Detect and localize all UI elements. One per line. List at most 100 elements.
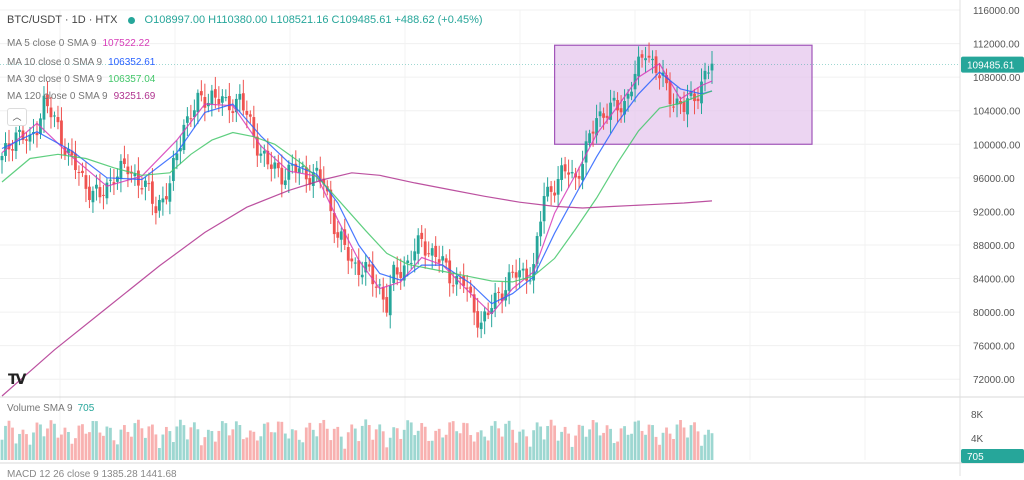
candle-body: [192, 110, 196, 118]
volume-bar: [493, 421, 497, 460]
candle-body: [651, 58, 654, 61]
volume-bar: [199, 445, 203, 460]
volume-bar: [143, 437, 147, 460]
collapse-legend-button[interactable]: ︿: [7, 108, 27, 126]
candle-body: [259, 153, 263, 156]
volume-bar: [619, 428, 623, 460]
candle-body: [518, 270, 522, 278]
price-tick-label: 80000.00: [973, 308, 1015, 319]
volume-bar: [49, 420, 53, 460]
candle-body: [248, 114, 252, 117]
candle-body: [116, 176, 119, 182]
volume-legend[interactable]: Volume SMA 9 705: [7, 403, 94, 414]
volume-bar: [535, 422, 539, 460]
candle-body: [388, 285, 392, 316]
candle-body: [102, 194, 105, 196]
candle-body: [395, 267, 399, 275]
tradingview-logo[interactable]: TV: [8, 372, 26, 388]
candle-body: [213, 89, 217, 98]
volume-bar: [14, 443, 18, 460]
volume-bar: [98, 432, 102, 460]
candle-body: [353, 262, 357, 264]
candle-body: [486, 312, 490, 316]
macd-legend[interactable]: MACD 12 26 close 9 1385.28 1441.68: [7, 469, 177, 480]
volume-bar: [185, 439, 189, 460]
volume-bar: [381, 431, 385, 460]
candle-body: [553, 192, 557, 196]
volume-bar: [595, 422, 598, 460]
volume-bar: [109, 427, 112, 460]
ma-legend-label: MA 10 close 0 SMA 9: [7, 57, 103, 68]
volume-tick-label: 4K: [971, 434, 984, 445]
volume-bar: [164, 426, 168, 460]
candle-body: [528, 280, 532, 282]
candle-body: [95, 184, 98, 189]
volume-bar: [679, 420, 682, 460]
price-axis: 116000.00 112000.00 108000.00 104000.00 1000…: [973, 6, 1021, 386]
volume-bar: [227, 435, 231, 460]
candle-body: [619, 108, 623, 113]
candle-body: [185, 116, 189, 123]
symbol-title[interactable]: BTC/USDT · 1D · HTX: [7, 14, 118, 26]
volume-bar: [119, 429, 123, 460]
volume-bar: [112, 440, 116, 460]
volume-bar: [458, 433, 462, 460]
volume-bar: [322, 419, 326, 460]
volume-bar: [25, 434, 28, 460]
volume-bar: [633, 421, 637, 460]
ma-legend-row[interactable]: MA 30 close 0 SMA 9 106357.04: [7, 74, 155, 85]
volume-bar: [161, 434, 165, 460]
candle-body: [381, 286, 385, 300]
volume-bar: [95, 421, 98, 460]
candle-body: [707, 72, 710, 74]
volume-bar: [630, 433, 633, 460]
volume-bar: [182, 425, 186, 460]
candle-body: [322, 178, 326, 185]
candle-body: [290, 164, 294, 166]
candle-body: [332, 212, 336, 235]
candle-body: [640, 54, 644, 58]
volume-bar: [486, 440, 490, 460]
volume-bar: [388, 437, 392, 460]
volume-bar: [171, 442, 175, 460]
volume-bar: [602, 432, 605, 460]
volume-bar: [434, 430, 438, 460]
candle-body: [301, 166, 305, 168]
volume-bar: [553, 425, 557, 460]
volume-bar: [28, 444, 32, 460]
candle-body: [539, 221, 543, 237]
candle-body: [164, 196, 168, 200]
ma-legend-row[interactable]: MA 5 close 0 SMA 9 107522.22: [7, 38, 150, 49]
candle-body: [189, 118, 193, 120]
candle-body: [241, 93, 245, 111]
volume-bar: [542, 439, 546, 460]
volume-bar: [126, 431, 130, 460]
candle-body: [0, 156, 4, 161]
candle-body: [161, 198, 165, 203]
volume-bar: [325, 428, 329, 460]
volume-bar: [584, 436, 588, 460]
volume-bar: [675, 424, 679, 460]
volume-bar: [626, 434, 630, 460]
candle-body: [283, 180, 287, 186]
volume-bar: [56, 437, 60, 460]
candle-body: [196, 92, 200, 113]
volume-bar: [574, 435, 577, 460]
price-tick-label: 112000.00: [973, 40, 1020, 51]
volume-bar: [252, 431, 256, 460]
candle-body: [339, 231, 343, 240]
ma-legend-label: MA 120 close 0 SMA 9: [7, 91, 108, 102]
candle-body: [364, 262, 368, 273]
volume-bar: [616, 441, 619, 460]
volume-bar: [175, 426, 179, 460]
candle-body: [465, 287, 469, 289]
ma-legend-row[interactable]: MA 10 close 0 SMA 9 106352.61: [7, 57, 155, 68]
volume-bar: [686, 437, 689, 460]
volume-bar: [105, 426, 109, 460]
volume-bar: [518, 431, 522, 460]
volume-bar: [710, 433, 714, 460]
ma-legend-row[interactable]: MA 120 close 0 SMA 9 93251.69: [7, 91, 155, 102]
volume-bar: [329, 440, 333, 460]
candle-body: [346, 247, 350, 261]
